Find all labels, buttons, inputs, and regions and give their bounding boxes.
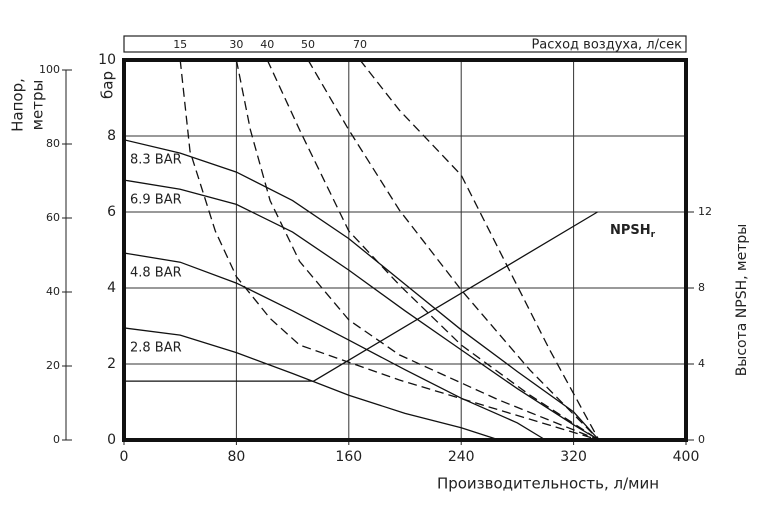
series-label: 50 [301,38,315,51]
series-label: 40 [260,38,274,51]
y-tick-label: 8 [107,128,116,144]
top-axis-box [123,35,687,53]
head-tick-label: 40 [46,285,60,298]
y2-tick-label: 4 [698,357,705,370]
x-axis-label: Производительность, л/мин [437,475,659,493]
x-tick-label: 240 [448,449,475,465]
series-label: 15 [173,38,187,51]
y-tick-label: 6 [107,204,116,220]
series-line [124,211,598,382]
head-tick-label: 0 [53,433,60,446]
series-label: 30 [229,38,243,51]
series-line [359,59,600,441]
series-line [179,59,600,441]
x-tick-label: 320 [560,449,587,465]
head-tick-label: 100 [39,63,60,76]
series-line [123,327,500,441]
series-label-subscript: r [651,230,656,240]
series-line [123,179,600,441]
plot-frame [122,58,688,442]
y2-tick-label: 8 [698,281,705,294]
y2-axis-label: Высота NPSH, метры [734,224,750,377]
series-line [307,59,600,441]
series-label: NPSHr [610,223,656,240]
series-label: 4.8 BAR [130,266,182,281]
x-tick-label: 80 [227,449,245,465]
head-tick-label: 60 [46,211,60,224]
series-label: 6.9 BAR [130,193,182,208]
top-axis-label: Расход воздуха, л/сек [531,38,682,53]
series-label: 8.3 BAR [130,152,182,167]
y-tick-label: 10 [98,52,116,68]
head-tick-label: 80 [46,137,60,150]
x-tick-label: 400 [673,449,700,465]
y-tick-label: 4 [107,280,116,296]
y2-tick-label: 12 [698,205,712,218]
x-tick-label: 160 [335,449,362,465]
head-axis-label: метры [29,80,47,131]
y-tick-label: 2 [107,356,116,372]
series-line [123,252,546,441]
series-label: 2.8 BAR [130,340,182,355]
y-axis-label: бар [99,71,117,99]
head-tick-label: 20 [46,359,60,372]
series-line [235,59,600,441]
series-line [266,59,600,441]
y2-tick-label: 0 [698,433,705,446]
y-tick-label: 0 [107,432,116,448]
head-axis-label: Напор, [9,78,27,132]
series-label-text: NPSH [610,223,651,238]
series-label: 70 [353,38,367,51]
x-tick-label: 0 [120,449,129,465]
